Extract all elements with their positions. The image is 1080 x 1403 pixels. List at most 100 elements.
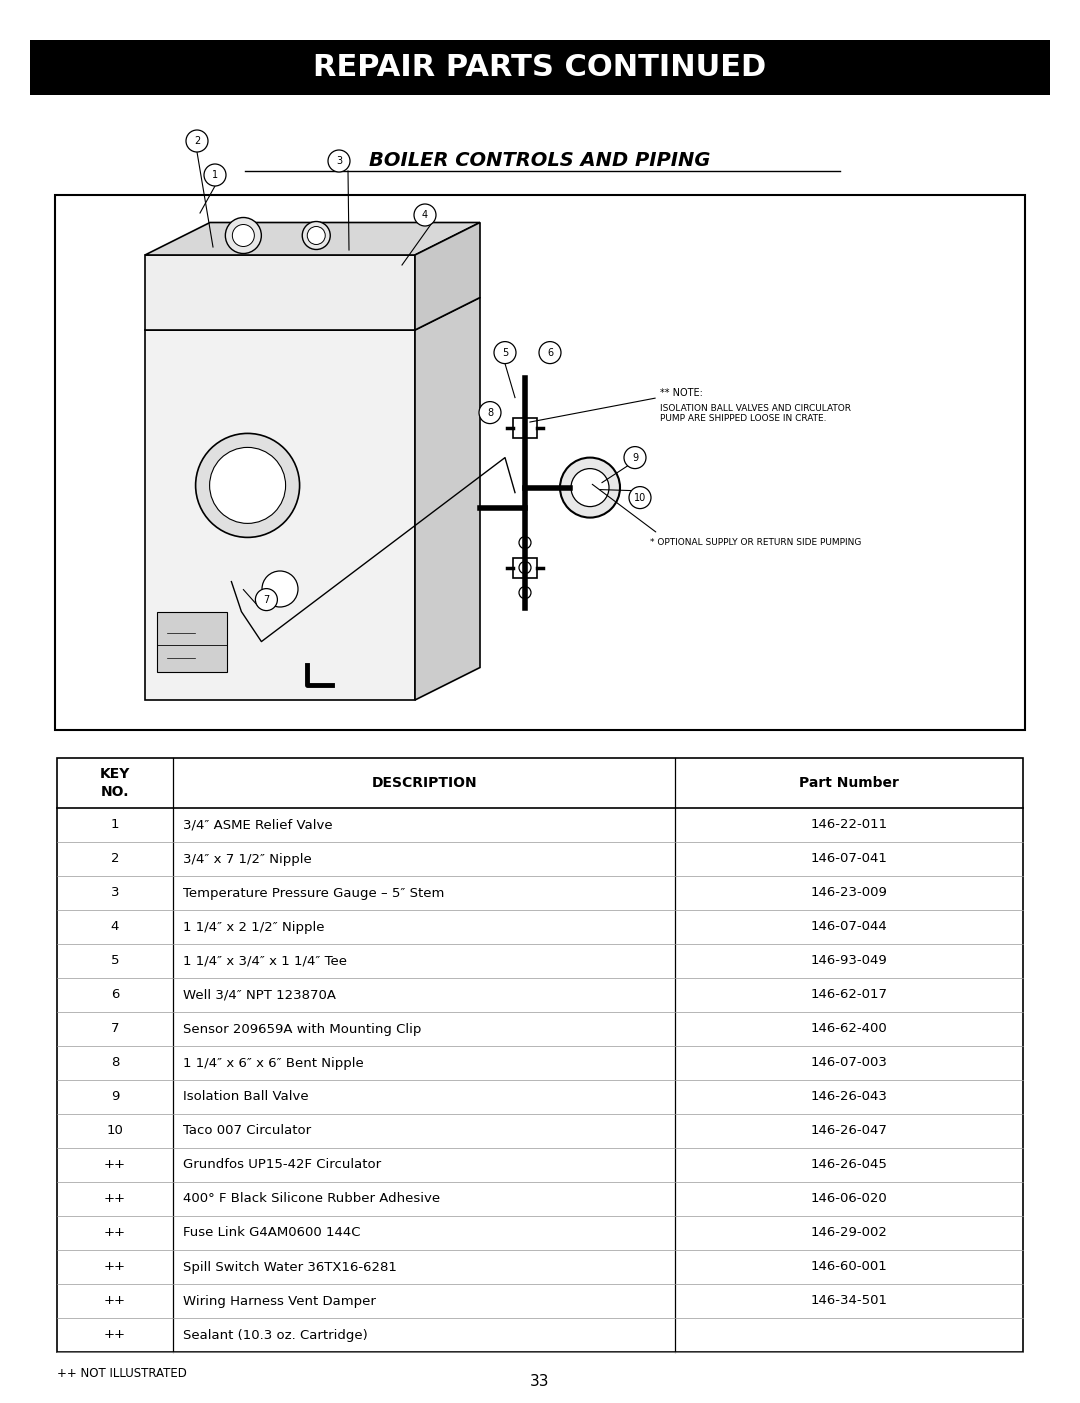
Circle shape	[519, 536, 531, 549]
Text: Taco 007 Circulator: Taco 007 Circulator	[183, 1124, 311, 1138]
Text: 2: 2	[111, 853, 119, 866]
Text: 9: 9	[111, 1090, 119, 1104]
Text: 146-22-011: 146-22-011	[811, 818, 888, 832]
Text: Isolation Ball Valve: Isolation Ball Valve	[183, 1090, 309, 1104]
Circle shape	[232, 224, 255, 247]
Text: * OPTIONAL SUPPLY OR RETURN SIDE PUMPING: * OPTIONAL SUPPLY OR RETURN SIDE PUMPING	[650, 537, 862, 547]
Text: Spill Switch Water 36TX16-6281: Spill Switch Water 36TX16-6281	[183, 1260, 396, 1274]
Text: 5: 5	[111, 954, 119, 968]
Circle shape	[195, 434, 299, 537]
Text: 6: 6	[111, 989, 119, 1002]
Circle shape	[539, 341, 561, 363]
Text: REPAIR PARTS CONTINUED: REPAIR PARTS CONTINUED	[313, 53, 767, 81]
Text: 146-07-003: 146-07-003	[811, 1056, 888, 1069]
Circle shape	[302, 222, 330, 250]
Text: ++: ++	[104, 1159, 126, 1172]
Bar	[513, 557, 537, 578]
Text: 8: 8	[487, 408, 494, 418]
Text: 6: 6	[546, 348, 553, 358]
Polygon shape	[415, 297, 480, 700]
Text: 3/4″ ASME Relief Valve: 3/4″ ASME Relief Valve	[183, 818, 333, 832]
Circle shape	[561, 457, 620, 518]
Bar	[513, 418, 537, 438]
Text: 146-60-001: 146-60-001	[811, 1260, 888, 1274]
Text: 146-62-017: 146-62-017	[811, 989, 888, 1002]
Text: 146-07-041: 146-07-041	[811, 853, 888, 866]
Bar	[157, 612, 227, 672]
Text: 5: 5	[502, 348, 508, 358]
Text: Wiring Harness Vent Damper: Wiring Harness Vent Damper	[183, 1295, 376, 1308]
Polygon shape	[145, 223, 480, 255]
Text: 146-26-043: 146-26-043	[811, 1090, 888, 1104]
Text: ++: ++	[104, 1226, 126, 1239]
Text: KEY
NO.: KEY NO.	[99, 767, 131, 798]
Text: 146-93-049: 146-93-049	[811, 954, 888, 968]
Text: 146-23-009: 146-23-009	[811, 887, 888, 899]
Circle shape	[328, 150, 350, 173]
Circle shape	[186, 130, 208, 152]
Text: 146-26-047: 146-26-047	[811, 1124, 888, 1138]
Circle shape	[226, 217, 261, 254]
Text: 1: 1	[111, 818, 119, 832]
Text: Grundfos UP15-42F Circulator: Grundfos UP15-42F Circulator	[183, 1159, 381, 1172]
Text: 33: 33	[530, 1374, 550, 1389]
Text: 146-29-002: 146-29-002	[811, 1226, 888, 1239]
Text: Sensor 209659A with Mounting Clip: Sensor 209659A with Mounting Clip	[183, 1023, 421, 1035]
Text: ++: ++	[104, 1329, 126, 1341]
Text: 4: 4	[422, 210, 428, 220]
Text: 4: 4	[111, 920, 119, 933]
Text: DESCRIPTION: DESCRIPTION	[372, 776, 477, 790]
Text: 10: 10	[107, 1124, 123, 1138]
Circle shape	[307, 226, 325, 244]
Text: 7: 7	[264, 595, 270, 605]
Circle shape	[414, 203, 436, 226]
Bar	[145, 330, 415, 700]
Text: 400° F Black Silicone Rubber Adhesive: 400° F Black Silicone Rubber Adhesive	[183, 1193, 440, 1205]
Text: 1 1/4″ x 6″ x 6″ Bent Nipple: 1 1/4″ x 6″ x 6″ Bent Nipple	[183, 1056, 364, 1069]
Text: BOILER CONTROLS AND PIPING: BOILER CONTROLS AND PIPING	[369, 150, 711, 170]
Text: 7: 7	[111, 1023, 119, 1035]
Text: 146-06-020: 146-06-020	[811, 1193, 888, 1205]
Text: 3: 3	[336, 156, 342, 166]
Circle shape	[262, 571, 298, 607]
Text: Sealant (10.3 oz. Cartridge): Sealant (10.3 oz. Cartridge)	[183, 1329, 367, 1341]
Text: 1: 1	[212, 170, 218, 180]
Polygon shape	[415, 223, 480, 330]
Text: 1 1/4″ x 3/4″ x 1 1/4″ Tee: 1 1/4″ x 3/4″ x 1 1/4″ Tee	[183, 954, 347, 968]
Text: 146-26-045: 146-26-045	[811, 1159, 888, 1172]
Text: ** NOTE:: ** NOTE:	[660, 387, 703, 397]
Circle shape	[204, 164, 226, 187]
Text: 146-34-501: 146-34-501	[811, 1295, 888, 1308]
Text: 146-07-044: 146-07-044	[811, 920, 888, 933]
Text: ++: ++	[104, 1260, 126, 1274]
Text: ISOLATION BALL VALVES AND CIRCULATOR
PUMP ARE SHIPPED LOOSE IN CRATE.: ISOLATION BALL VALVES AND CIRCULATOR PUM…	[660, 404, 851, 422]
Text: 1 1/4″ x 2 1/2″ Nipple: 1 1/4″ x 2 1/2″ Nipple	[183, 920, 324, 933]
Circle shape	[255, 589, 278, 610]
Text: 8: 8	[111, 1056, 119, 1069]
Bar	[57, 758, 1023, 1352]
Text: Part Number: Part Number	[799, 776, 899, 790]
Circle shape	[624, 446, 646, 469]
Text: Temperature Pressure Gauge – 5″ Stem: Temperature Pressure Gauge – 5″ Stem	[183, 887, 444, 899]
Text: ++ NOT ILLUSTRATED: ++ NOT ILLUSTRATED	[57, 1367, 187, 1381]
Text: ++: ++	[104, 1295, 126, 1308]
Text: 3: 3	[111, 887, 119, 899]
Circle shape	[629, 487, 651, 509]
Circle shape	[480, 401, 501, 424]
Text: 2: 2	[194, 136, 200, 146]
Bar	[30, 41, 1050, 95]
Circle shape	[210, 448, 285, 523]
Text: Well 3/4″ NPT 123870A: Well 3/4″ NPT 123870A	[183, 989, 336, 1002]
Text: ++: ++	[104, 1193, 126, 1205]
Polygon shape	[145, 297, 480, 330]
Circle shape	[519, 586, 531, 599]
Text: Fuse Link G4AM0600 144C: Fuse Link G4AM0600 144C	[183, 1226, 361, 1239]
Bar	[55, 195, 1025, 730]
Text: 3/4″ x 7 1/2″ Nipple: 3/4″ x 7 1/2″ Nipple	[183, 853, 312, 866]
Circle shape	[571, 469, 609, 506]
Text: 146-62-400: 146-62-400	[811, 1023, 888, 1035]
Text: 10: 10	[634, 492, 646, 502]
Bar	[145, 255, 415, 330]
Circle shape	[494, 341, 516, 363]
Text: 9: 9	[632, 453, 638, 463]
